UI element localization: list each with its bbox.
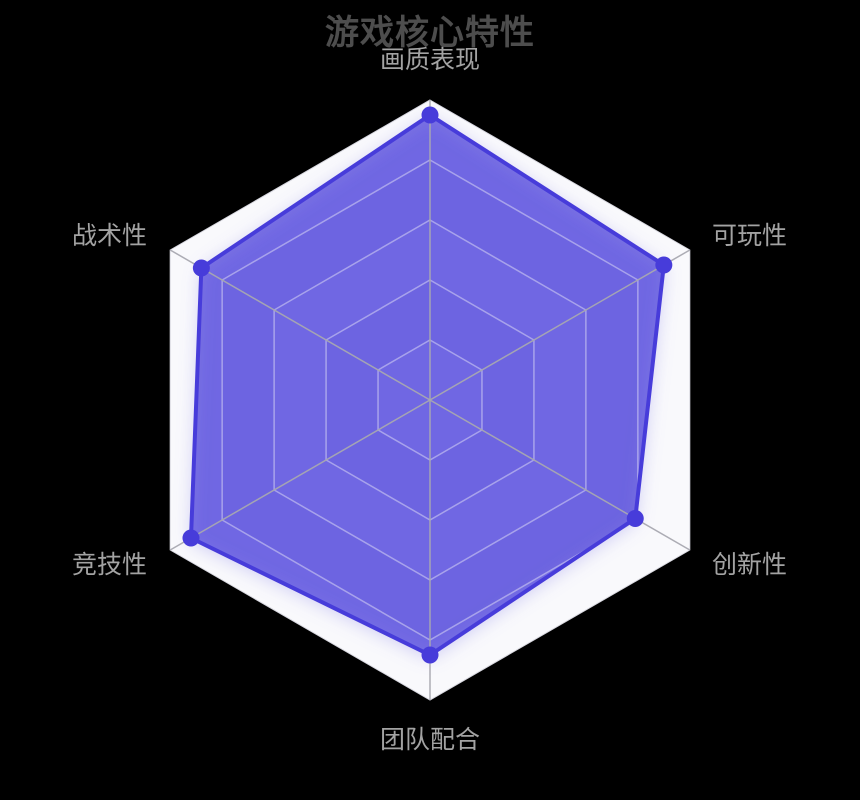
- axis-label-kewanxing: 可玩性: [712, 222, 788, 250]
- data-point-战术性[interactable]: [192, 259, 210, 277]
- axis-label-huazhi-biaoxian: 画质表现: [379, 46, 481, 74]
- data-series-group: [190, 115, 664, 655]
- data-point-创新性[interactable]: [626, 510, 644, 527]
- data-area-fill: [190, 115, 664, 655]
- chart-title: 游戏核心特性: [325, 14, 535, 52]
- axis-label-tuandui-peihe: 团队配合: [379, 726, 481, 754]
- data-point-可玩性[interactable]: [655, 256, 673, 274]
- data-point-画质表现[interactable]: [421, 106, 439, 124]
- axis-spoke-1: [429, 249, 691, 401]
- axis-label-jingjixing: 竞技性: [71, 551, 147, 579]
- data-point-团队配合[interactable]: [421, 646, 439, 664]
- data-point-竞技性[interactable]: [182, 529, 200, 547]
- axis-spoke-4: [169, 399, 431, 551]
- axis-spoke-5: [169, 249, 431, 401]
- axis-label-zhanshuxing: 战术性: [71, 222, 147, 250]
- axis-label-chuangxinxing: 创新性: [712, 551, 788, 579]
- axis-spoke-2: [429, 399, 691, 551]
